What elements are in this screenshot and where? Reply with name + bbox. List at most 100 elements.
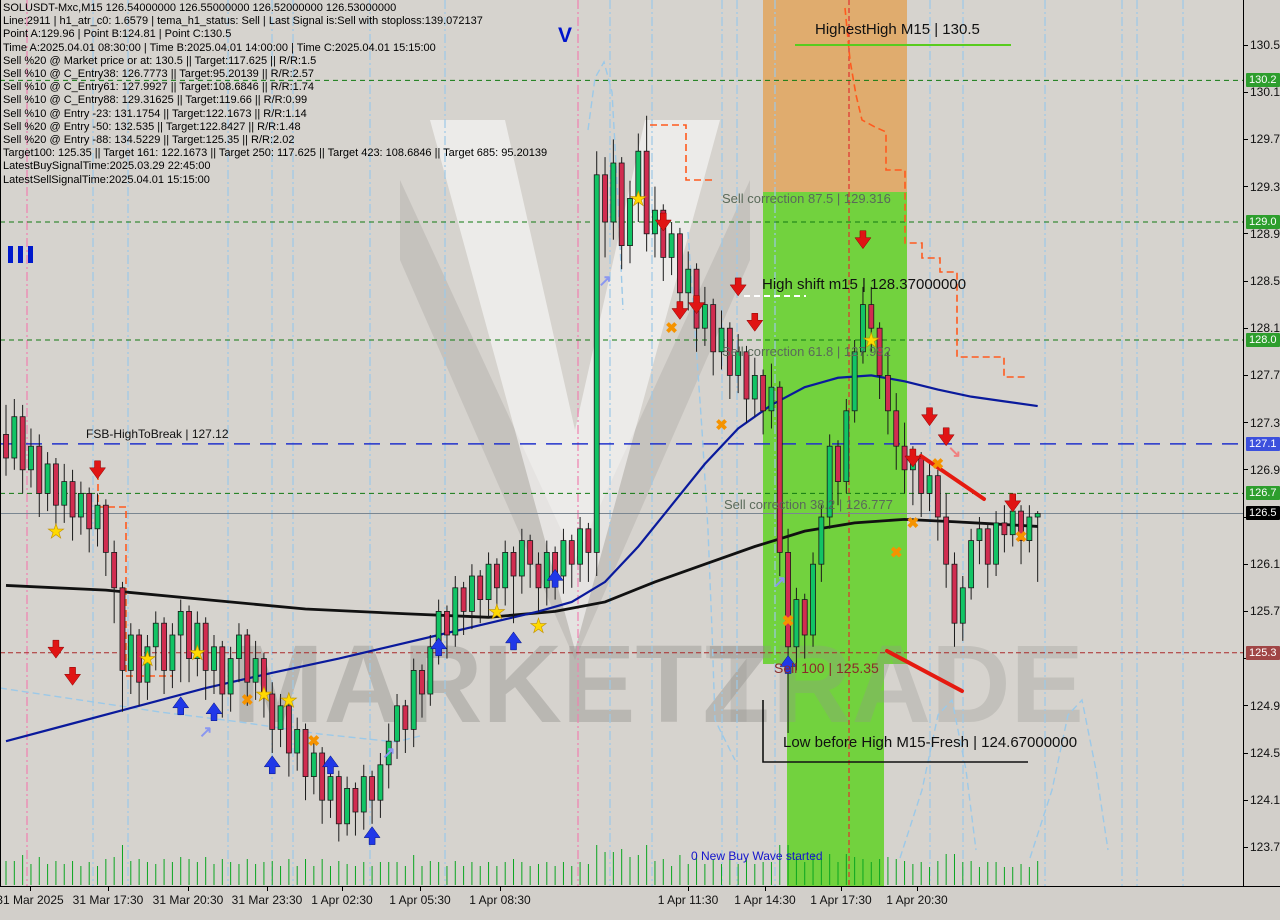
candle-body: [510, 552, 517, 577]
candle-body: [627, 197, 633, 246]
candle-body: [285, 705, 292, 754]
candle-body: [785, 552, 791, 648]
candle-body: [236, 634, 242, 660]
candle-body: [885, 374, 891, 412]
trend-line: [919, 454, 986, 501]
candle-body: [252, 658, 259, 683]
candle-body: [851, 351, 858, 412]
signal-zone-green-wide: [763, 192, 907, 664]
candle-body: [86, 492, 93, 530]
band-curve: [687, 231, 736, 761]
price-tag-129.0: 129.0: [1246, 215, 1280, 229]
candle-body: [1034, 513, 1041, 518]
new-buy-wave-label: 0 New Buy Wave started: [691, 849, 823, 863]
info-line-3: Point A:129.96 | Point B:124.81 | Point …: [3, 28, 232, 41]
star-icon: ★: [138, 649, 156, 671]
candle-body: [427, 646, 434, 695]
candle-body: [560, 540, 567, 577]
candle-body: [1001, 522, 1008, 536]
info-line-4: Time A:2025.04.01 08:30:00 | Time B:2025…: [3, 41, 436, 54]
time-tick-label: 31 Mar 20:30: [152, 893, 224, 907]
band-curve: [1029, 698, 1109, 859]
cross-icon: ✖: [782, 613, 795, 630]
candle-body: [951, 563, 958, 624]
time-axis[interactable]: 31 Mar 2025 31 Mar 17:30 31 Mar 20:30 31 Ma…: [0, 886, 1280, 920]
candle-body: [294, 729, 301, 754]
time-tick-mark: [267, 887, 268, 891]
time-tick-label: 1 Apr 05:30: [389, 893, 451, 907]
star-icon: ★: [255, 684, 273, 706]
low-before-high-label: Low before High M15-Fresh | 124.67000000: [783, 734, 1078, 751]
candle-body: [161, 622, 167, 671]
star-icon: ★: [530, 616, 548, 638]
ma-blue-line: [5, 374, 1038, 743]
buy-arrow-icon: [430, 637, 448, 657]
candle-body: [94, 504, 101, 530]
price-tick-label: 129.7: [1250, 132, 1280, 147]
candle-body: [826, 445, 833, 518]
candle-body: [976, 528, 983, 541]
candle-body: [261, 658, 267, 695]
info-line-1: SOLUSDT-Mxc,M15 126.54000000 126.5500000…: [3, 2, 397, 14]
time-tick-mark: [188, 887, 189, 891]
candle-body: [602, 174, 608, 223]
watermark-text-right: TRADE: [705, 623, 1084, 746]
cross-icon: ✖: [715, 417, 728, 434]
price-tick-label: 126.9: [1250, 462, 1280, 477]
candle-body: [760, 374, 767, 412]
high-shift-label: High shift m15 | 128.37000000: [762, 276, 967, 293]
highest-high-label: HighestHigh M15 | 130.5: [815, 21, 980, 38]
sell-arrow-icon: [89, 460, 107, 480]
candle-body: [968, 540, 975, 589]
candle-body: [1026, 516, 1033, 542]
watermark-text-left: MARKETZ: [232, 623, 770, 746]
info-line-2: Line:2911 | h1_atr_c0: 1.6579 | tema_h1_…: [3, 15, 483, 28]
price-tick-label: 128.9: [1250, 226, 1280, 241]
sell-correction-382-label: Sell correction 38.2 | 126.777: [724, 497, 893, 512]
candle-body: [610, 162, 617, 223]
bar-marker-2: [18, 246, 23, 263]
candle-body: [918, 457, 925, 494]
candle-body: [44, 463, 51, 494]
price-axis[interactable]: 130.5 130.1 129.7 129.3 128.9 128.5 128.1 127.7…: [1243, 0, 1280, 886]
chart-plot-area[interactable]: MARKETZ TRADE ★ ★ ★ ★ ★ ★ ★ ★ ★ ✖ ✖ ✖ ✖ ✖ ✖ ✖ ✖ ✖ ↗ ↗ ↗ ↗ ↘: [0, 0, 1243, 886]
candle-body: [327, 776, 334, 801]
candle-body: [152, 622, 159, 648]
sell-arrow-icon: [921, 407, 939, 427]
sell-arrow-icon: [729, 277, 747, 297]
candle-body: [876, 327, 883, 376]
sell-correction-875-label: Sell correction 87.5 | 129.316: [722, 191, 891, 206]
star-icon: ★: [188, 643, 206, 665]
candle-body: [660, 209, 667, 258]
hollow-up-arrow-icon: ↗: [382, 745, 395, 762]
time-tick-label: 1 Apr 08:30: [469, 893, 531, 907]
price-tick-label: 124.5: [1250, 746, 1280, 760]
candle-body: [585, 528, 592, 553]
time-tick-label: 31 Mar 2025: [0, 893, 64, 907]
low-before-high-bracket: [762, 700, 1028, 763]
candle-body: [860, 304, 866, 353]
time-tick-mark: [108, 887, 109, 891]
band-curve: [0, 687, 421, 743]
price-tick-mark: [1244, 233, 1248, 235]
time-tick-label: 1 Apr 11:30: [657, 893, 719, 907]
cross-icon: ✖: [665, 320, 678, 337]
candle-body: [186, 611, 192, 660]
time-tick-label: 1 Apr 02:30: [311, 893, 373, 907]
hollow-up-arrow-icon: ↗: [199, 724, 212, 741]
info-line-9: Sell %10 @ Entry -23: 131.1754 || Target…: [3, 107, 307, 120]
buy-arrow-icon: [321, 755, 339, 775]
candle-body: [926, 475, 933, 494]
price-tick-mark: [1244, 705, 1248, 707]
candle-body: [593, 174, 600, 553]
candle-body: [485, 563, 492, 601]
candle-body: [194, 622, 201, 660]
candle-body: [302, 729, 309, 778]
price-tick-label: 130.5: [1250, 38, 1280, 52]
candle-body: [543, 552, 550, 589]
buy-arrow-icon: [172, 696, 190, 716]
sell-arrow-icon: [671, 301, 689, 320]
price-tick-mark: [1244, 280, 1248, 282]
price-tick-mark: [1244, 138, 1248, 140]
